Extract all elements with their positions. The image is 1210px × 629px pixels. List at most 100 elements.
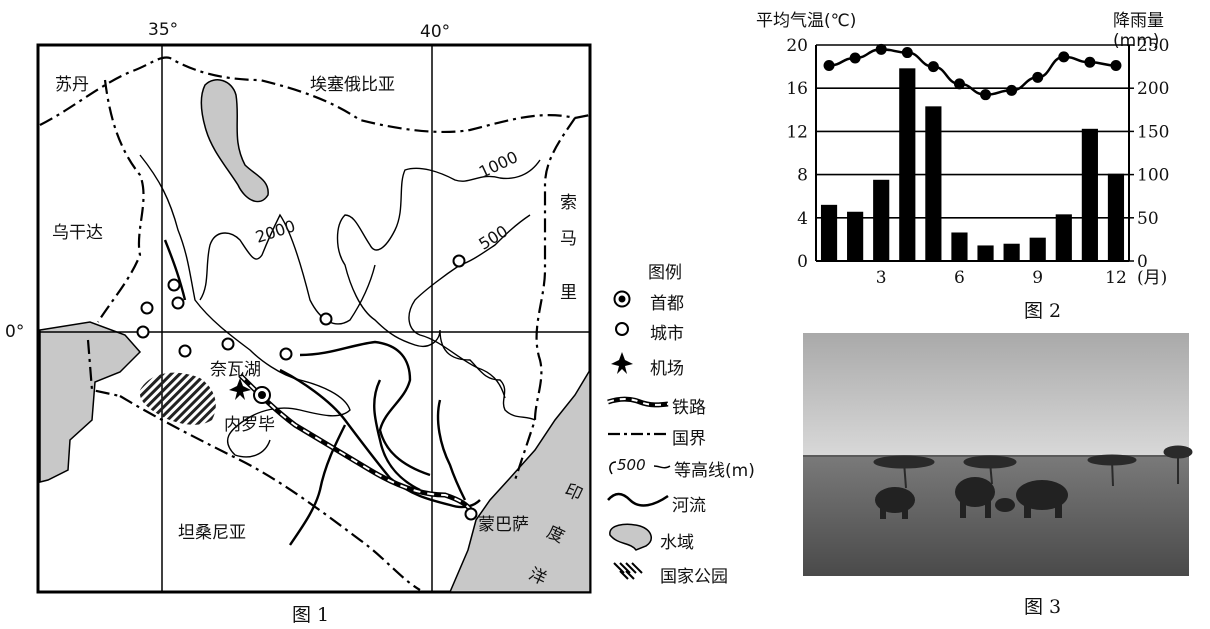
- right-tick-label: 100: [1137, 166, 1169, 186]
- rainfall-bar: [951, 232, 968, 261]
- map-frame: [36, 43, 592, 594]
- border-north: [39, 56, 591, 134]
- lat-label-0: 0°: [5, 322, 25, 342]
- left-tick-label: 4: [797, 209, 808, 229]
- temperature-point: [1032, 71, 1044, 83]
- airport-marker: [229, 378, 251, 400]
- national-park: [139, 372, 216, 425]
- country-sudan: 苏丹: [55, 75, 89, 95]
- water-icon: [609, 523, 652, 551]
- map-caption: 图 1: [292, 604, 330, 626]
- city-icon: [615, 322, 629, 336]
- right-tick-label: 50: [1137, 209, 1159, 229]
- photo-sky: [803, 333, 1189, 455]
- right-tick-label: 150: [1137, 122, 1169, 142]
- lake-naivasha-label: 奈瓦湖: [210, 360, 261, 380]
- capital-icon-dot: [618, 295, 626, 303]
- lake-victoria: [39, 321, 142, 483]
- temperature-point: [1006, 84, 1018, 96]
- rainfall-bar: [977, 245, 994, 261]
- capital-marker-dot: [258, 391, 266, 399]
- railway-line-inner: [239, 374, 473, 513]
- contour-2000: [139, 154, 351, 458]
- temperature-point: [901, 47, 913, 59]
- legend-label-capital: 首都: [650, 294, 684, 314]
- left-tick-label: 0: [797, 252, 808, 272]
- city-marker: [171, 296, 185, 310]
- legend-label-water: 水域: [660, 533, 694, 553]
- legend-label-airport: 机场: [650, 359, 684, 379]
- capital-icon: [613, 290, 631, 308]
- temperature-point: [980, 89, 992, 101]
- temperature-point: [1058, 51, 1070, 63]
- border-tanzania: [119, 395, 421, 591]
- country-somalia-1: 索: [560, 193, 577, 213]
- railway-line: [238, 373, 475, 514]
- country-ethiopia: 埃塞俄比亚: [310, 75, 395, 95]
- rainfall-bar: [820, 204, 838, 261]
- port-label: 蒙巴萨: [478, 515, 529, 535]
- acacia-trees: [873, 445, 1193, 489]
- temperature-point: [875, 43, 887, 55]
- kenya-map: [36, 43, 592, 594]
- contour-1000: [336, 159, 541, 421]
- city-marker: [221, 337, 235, 351]
- temperature-point: [849, 52, 861, 64]
- legend-label-river: 河流: [672, 496, 706, 516]
- river-branch3: [289, 424, 347, 546]
- temperature-point: [953, 78, 965, 90]
- city-marker: [178, 344, 192, 358]
- city-marker: [452, 254, 466, 268]
- rainfall-bar: [899, 68, 916, 261]
- x-tick-label: 12: [1105, 268, 1127, 288]
- temperature-point: [1110, 60, 1122, 72]
- railway-icon: [607, 396, 669, 408]
- rainfall-bar: [1003, 243, 1020, 261]
- city-marker: [167, 278, 181, 292]
- lon-label-40: 40°: [420, 22, 451, 42]
- city-marker: [464, 507, 478, 521]
- river-icon: [607, 492, 669, 507]
- legend-title: 图例: [648, 263, 682, 283]
- rainfall-bar: [847, 211, 864, 261]
- temperature-point: [823, 60, 835, 72]
- legend-label-contour: 等高线(m): [674, 461, 755, 481]
- country-somalia-3: 里: [560, 283, 577, 303]
- right-tick-label: 0: [1137, 252, 1148, 272]
- park-icon: [613, 562, 643, 580]
- rainfall-bar: [1107, 173, 1125, 261]
- photo-caption: 图 3: [1024, 596, 1062, 618]
- legend-label-railway: 铁路: [672, 398, 706, 418]
- temperature-line: [828, 48, 1116, 96]
- country-uganda: 乌干达: [52, 223, 103, 243]
- temperature-point: [1084, 56, 1096, 68]
- photo-grass: [803, 455, 1189, 576]
- chart-right-title: 降雨量(mm): [1113, 11, 1164, 51]
- chart-caption: 图 2: [1024, 300, 1062, 322]
- river-tana: [279, 368, 481, 509]
- indian-ocean: [448, 367, 591, 593]
- river-branch1: [373, 379, 421, 492]
- river-galana: [299, 340, 431, 477]
- rainfall-bar: [925, 106, 942, 262]
- left-tick-label: 20: [786, 36, 808, 56]
- legend-label-border: 国界: [672, 429, 706, 449]
- rainfall-bar: [1081, 128, 1098, 261]
- rainfall-bar: [1055, 214, 1072, 261]
- city-marker: [136, 325, 150, 339]
- elephants: [875, 477, 1068, 519]
- rainfall-bar: [1029, 237, 1046, 261]
- contour-500: [408, 214, 531, 399]
- rainfall-bar: [873, 179, 890, 261]
- country-tanzania: 坦桑尼亚: [178, 523, 246, 543]
- contour-2000b: [199, 213, 376, 325]
- city-marker: [279, 347, 293, 361]
- lake-turkana: [200, 79, 269, 203]
- x-tick-label: 6: [954, 268, 965, 288]
- temperature-point: [927, 61, 939, 73]
- capital-label: 内罗毕: [224, 415, 275, 435]
- legend-label-city: 城市: [650, 324, 684, 344]
- railway-icon-inner: [607, 398, 669, 406]
- legend-contour-sample: 500: [617, 456, 646, 474]
- left-tick-label: 8: [797, 166, 808, 186]
